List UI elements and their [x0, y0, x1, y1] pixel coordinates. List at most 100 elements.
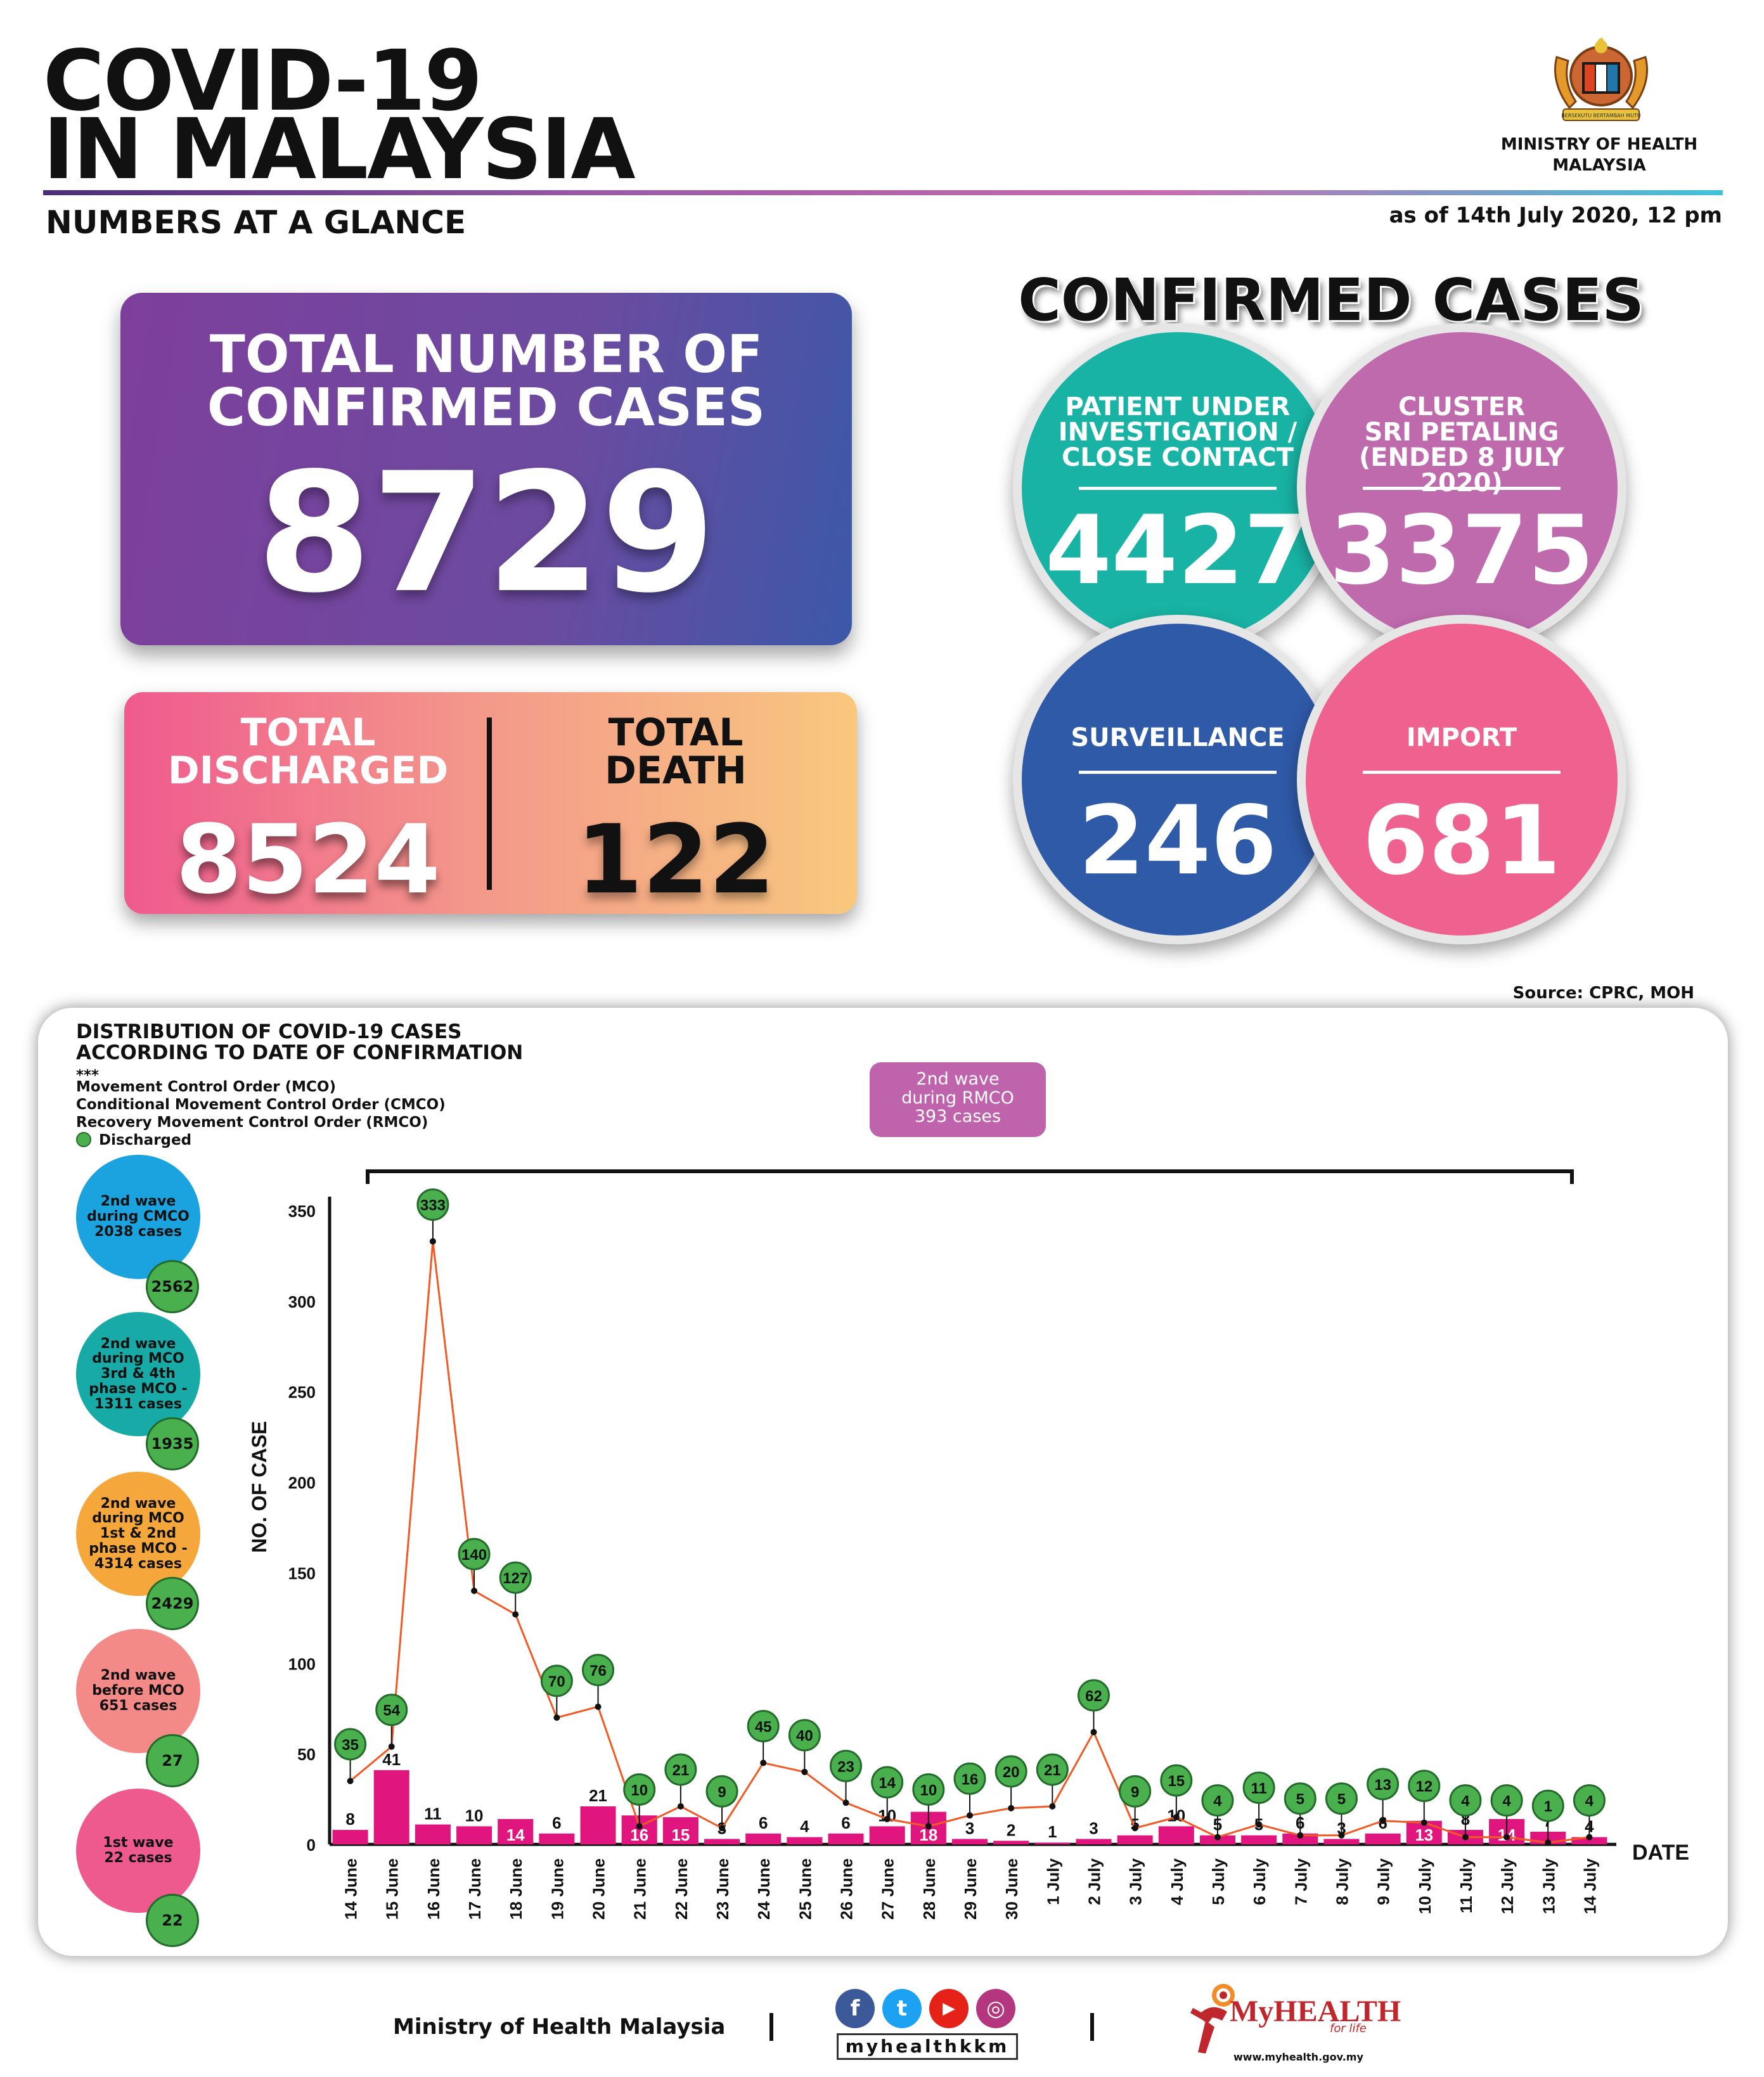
bar-30: [1571, 1837, 1607, 1844]
source-note: Source: CPRC, MOH: [1512, 984, 1694, 1003]
instagram-icon[interactable]: ◎: [976, 1989, 1015, 2028]
wave-mco12-line4: phase MCO -: [89, 1540, 188, 1557]
wave-mco12-circle: 2nd wave during MCO 1st & 2nd phase MCO …: [76, 1472, 200, 1596]
discharged-label: TOTAL DISCHARGED: [143, 714, 473, 790]
x-tick-label: 2 July: [1085, 1858, 1104, 1905]
facebook-icon[interactable]: f: [835, 1989, 875, 2028]
wave-first-circle: 1st wave 22 cases: [76, 1789, 200, 1913]
bar-label-16: 2: [1007, 1820, 1015, 1839]
discharged-bubble-18: [1077, 1679, 1110, 1712]
bar-17: [1034, 1842, 1071, 1844]
twitter-icon[interactable]: t: [882, 1989, 922, 2028]
wave-mco34-line1: 2nd wave: [100, 1335, 176, 1352]
myhealth-brand: MyHEALTH: [1230, 1995, 1401, 2028]
wave-mco34-circle: 2nd wave during MCO 3rd & 4th phase MCO …: [76, 1312, 200, 1436]
discharged-label-8: 21: [673, 1762, 690, 1779]
discharged-label-28: 4: [1502, 1793, 1511, 1810]
footer-separator-2: [1090, 2013, 1094, 2041]
discharged-label-26: 12: [1415, 1778, 1432, 1796]
discharged-point-25: [1379, 1817, 1386, 1824]
discharged-point-16: [1008, 1804, 1015, 1811]
discharged-death-card: TOTAL DISCHARGED 8524 TOTAL DEATH 122: [124, 692, 857, 914]
death-value: 122: [576, 805, 775, 915]
discharged-label-3: 140: [461, 1546, 487, 1564]
distribution-title-line1: DISTRIBUTION OF COVID-19 CASES: [76, 1020, 462, 1043]
discharged-bubble-27: [1449, 1784, 1482, 1817]
discharged-point-15: [967, 1812, 973, 1819]
emblem-motto: BERSEKUTU BERTAMBAH MUTU: [1561, 113, 1641, 119]
bar-label-2: 11: [424, 1804, 442, 1823]
bar-22: [1241, 1835, 1277, 1844]
discharged-label-17: 21: [1044, 1762, 1061, 1779]
discharged-bubble-5: [540, 1664, 573, 1697]
discharged-bubble-1: [375, 1694, 408, 1727]
distribution-title-line2: ACCORDING TO DATE OF CONFIRMATION: [76, 1041, 524, 1064]
x-tick-label: 26 June: [837, 1858, 856, 1920]
total-confirmed-card: TOTAL NUMBER OF CONFIRMED CASES 8729: [120, 293, 852, 645]
x-tick-label: 27 June: [879, 1858, 898, 1920]
youtube-icon[interactable]: ▶: [929, 1989, 969, 2028]
x-tick-label: 19 June: [548, 1858, 567, 1920]
bar-11: [787, 1837, 823, 1844]
wave-premco-line3: 651 cases: [99, 1697, 177, 1714]
discharged-point-14: [925, 1823, 932, 1830]
rmco-wave-line1: 2nd wave: [916, 1069, 1000, 1089]
chart-axes: 0 50 100 150 200 250 300 350: [288, 1197, 1616, 1855]
header-divider: [43, 190, 1723, 195]
rmco-wave-box: 2nd wave during RMCO 393 cases: [870, 1062, 1046, 1137]
discharged-point-12: [842, 1799, 849, 1806]
bar-label-15: 3: [965, 1818, 974, 1837]
discharged-label-25: 13: [1374, 1777, 1391, 1794]
cluster-label-line2: SRI PETALING: [1364, 418, 1559, 447]
discharged-point-20: [1173, 1814, 1180, 1821]
myhealth-tagline: for life: [1330, 2022, 1367, 2035]
discharged-point-21: [1214, 1834, 1221, 1841]
import-divider: [1363, 771, 1561, 774]
myhealth-logo-icon: [1187, 1983, 1244, 2059]
wave-mco12-line2: during MCO: [92, 1510, 184, 1527]
y-tick-label: 350: [288, 1202, 316, 1221]
footer-separator-1: [769, 2013, 773, 2041]
total-confirmed-label: TOTAL NUMBER OF CONFIRMED CASES: [120, 328, 852, 434]
discharged-point-6: [595, 1703, 602, 1710]
legend-discharged: Discharged: [99, 1132, 192, 1148]
page-title-line1: COVID-19: [43, 32, 482, 130]
discharged-point-10: [760, 1759, 767, 1766]
discharged-bubble-20: [1160, 1764, 1193, 1797]
discharged-label-7: 10: [631, 1782, 648, 1799]
pui-divider: [1079, 487, 1277, 490]
x-axis-label: DATE: [1632, 1841, 1689, 1865]
discharged-label-13: 14: [879, 1775, 896, 1792]
discharged-label-23: 5: [1296, 1791, 1304, 1808]
discharged-label-line2: DISCHARGED: [167, 749, 449, 793]
bar-15: [951, 1839, 988, 1844]
bar-18: [1076, 1839, 1112, 1844]
discharged-value: 8524: [176, 805, 441, 915]
x-tick-label: 21 June: [631, 1858, 650, 1920]
rmco-wave-line2: during RMCO: [901, 1088, 1014, 1108]
myhealth-url[interactable]: www.myhealth.gov.my: [1233, 2051, 1363, 2063]
y-axis-label: NO. OF CASE: [248, 1421, 271, 1553]
y-tick-label: 0: [307, 1836, 316, 1855]
wave-cmco-line3: 2038 cases: [94, 1223, 182, 1240]
cluster-value: 3375: [1329, 496, 1594, 606]
discharged-point-1: [388, 1743, 395, 1750]
discharged-label-10: 45: [755, 1718, 772, 1735]
discharged-point-17: [1049, 1803, 1056, 1810]
bar-4: [498, 1819, 534, 1844]
discharged-point-19: [1131, 1825, 1138, 1832]
x-tick-label: 15 June: [383, 1858, 402, 1920]
x-tick-label: 29 June: [961, 1858, 980, 1920]
discharged-label-2: 333: [420, 1197, 446, 1214]
bar-label-18: 3: [1089, 1818, 1098, 1837]
death-label-line1: TOTAL: [608, 711, 744, 755]
bar-label-10: 6: [759, 1813, 768, 1832]
discharged-bubble-24: [1325, 1782, 1358, 1815]
discharged-bubble-7: [623, 1773, 656, 1806]
discharged-point-23: [1297, 1832, 1304, 1839]
cluster-divider: [1363, 487, 1561, 490]
page-title-line2: IN MALAYSIA: [43, 101, 636, 198]
bar-25: [1365, 1833, 1401, 1844]
x-tick-label: 6 July: [1250, 1858, 1269, 1905]
bar-9: [704, 1839, 740, 1844]
